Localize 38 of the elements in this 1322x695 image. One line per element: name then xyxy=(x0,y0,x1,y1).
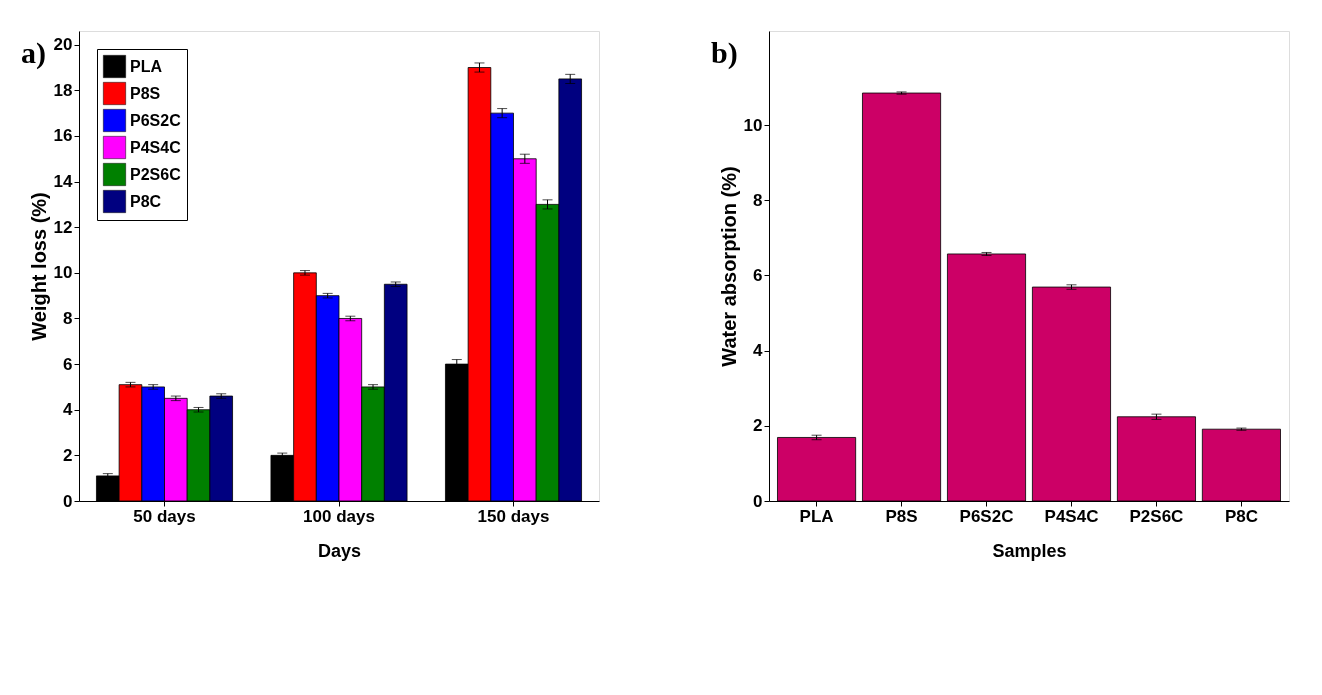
y-tick-label: 0 xyxy=(753,491,763,511)
y-tick-label: 0 xyxy=(63,491,73,511)
y-tick-label: 6 xyxy=(63,354,73,374)
x-tick-label: P8S xyxy=(885,506,918,526)
y-tick-label: 2 xyxy=(753,416,763,436)
y-tick-label: 8 xyxy=(63,308,73,328)
x-axis-title: Days xyxy=(317,540,362,561)
x-tick-label: 150 days xyxy=(477,506,550,526)
x-tick-label: P2S6C xyxy=(1129,506,1184,526)
x-tick-label: 50 days xyxy=(133,506,196,526)
y-tick-label: 4 xyxy=(63,400,74,420)
y-tick-label: 14 xyxy=(53,172,74,192)
y-tick-label: 4 xyxy=(753,341,764,361)
y-axis-title: Water absorption (%) xyxy=(717,166,740,367)
x-axis-title: Samples xyxy=(992,540,1067,561)
x-tick-label: PLA xyxy=(799,506,834,526)
text: b) xyxy=(711,36,738,70)
legend-label: P2S6C xyxy=(130,165,182,183)
legend-label: P6S2C xyxy=(130,111,182,129)
legend-label: P8C xyxy=(130,192,162,210)
y-tick-label: 16 xyxy=(53,126,73,146)
y-tick-label: 8 xyxy=(753,190,763,210)
x-tick-label: P8C xyxy=(1224,506,1258,526)
legend-label: PLA xyxy=(130,57,163,75)
y-axis-title: Weight loss (%) xyxy=(27,192,50,341)
y-tick-label: 2 xyxy=(63,445,73,465)
text: a) xyxy=(21,36,46,70)
y-tick-label: 6 xyxy=(753,265,763,285)
y-tick-label: 10 xyxy=(53,263,73,283)
legend-label: P8S xyxy=(130,84,161,102)
legend-label: P4S4C xyxy=(130,138,182,156)
x-tick-label: P6S2C xyxy=(959,506,1014,526)
y-tick-label: 20 xyxy=(53,35,73,55)
y-tick-label: 10 xyxy=(743,115,763,135)
x-tick-label: 100 days xyxy=(303,506,375,526)
y-tick-label: 12 xyxy=(53,217,73,237)
x-tick-label: P4S4C xyxy=(1044,506,1099,526)
y-tick-label: 18 xyxy=(53,80,73,100)
